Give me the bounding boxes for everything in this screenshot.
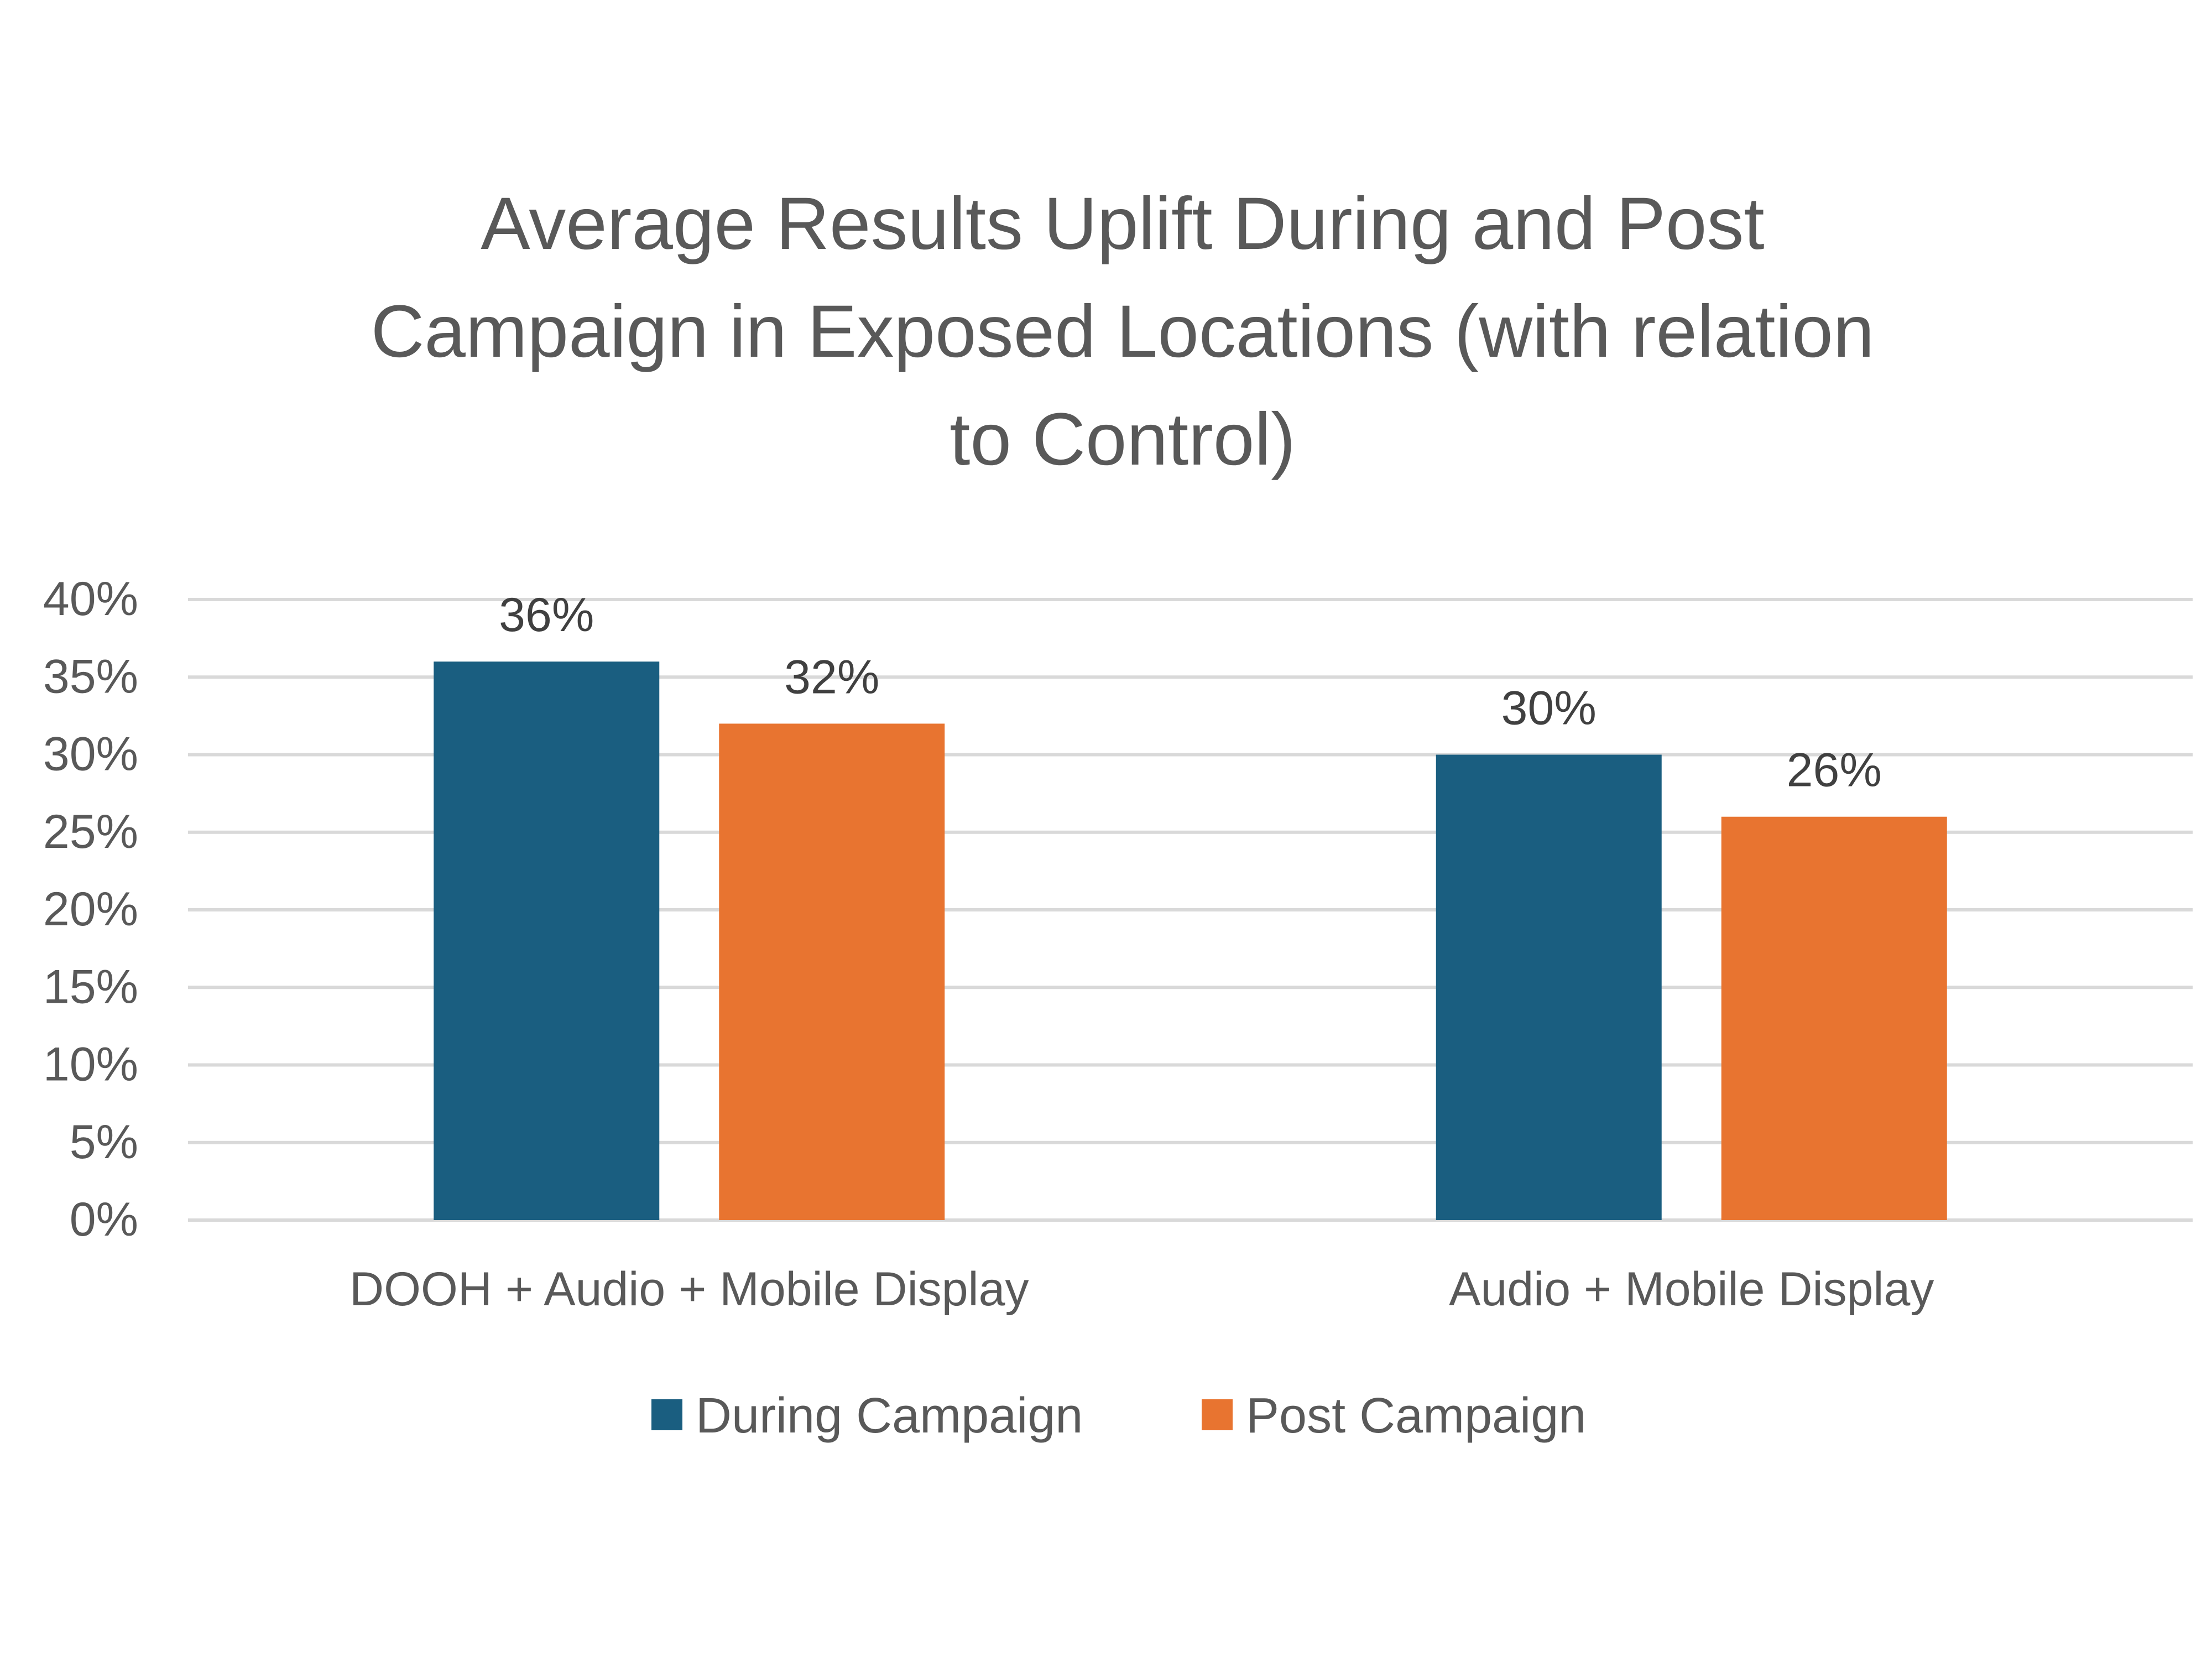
data-label: 30% — [1501, 682, 1597, 735]
bars — [434, 661, 1947, 1220]
data-labels: 36% 32% 30% 26% — [499, 588, 1882, 797]
y-tick-label: 35% — [43, 650, 138, 703]
x-category-label: DOOH + Audio + Mobile Display — [349, 1263, 1029, 1316]
chart-title-line: to Control) — [950, 398, 1296, 481]
chart-title-line: Campaign in Exposed Locations (with rela… — [371, 290, 1875, 373]
y-tick-label: 30% — [43, 728, 138, 781]
chart-title: Average Results Uplift During and Post Ca… — [371, 183, 1875, 481]
y-tick-label: 25% — [43, 805, 138, 858]
bar — [719, 723, 945, 1220]
bar — [1721, 816, 1947, 1220]
y-tick-label: 40% — [43, 572, 138, 626]
chart-title-line: Average Results Uplift During and Post — [481, 183, 1764, 265]
y-axis-tick-labels: 0% 5% 10% 15% 20% 25% 30% 35% 40% — [43, 572, 138, 1246]
legend-label: During Campaign — [696, 1388, 1083, 1444]
bar — [1436, 754, 1662, 1220]
y-tick-label: 10% — [43, 1038, 138, 1091]
legend-swatch — [651, 1399, 682, 1430]
data-label: 32% — [784, 650, 879, 704]
legend-label: Post Campaign — [1246, 1388, 1586, 1444]
bar — [434, 661, 660, 1220]
y-tick-label: 15% — [43, 960, 138, 1013]
data-label: 36% — [499, 588, 594, 642]
legend: During Campaign Post Campaign — [651, 1388, 1586, 1444]
x-axis-category-labels: DOOH + Audio + Mobile Display Audio + Mob… — [349, 1263, 1934, 1316]
y-tick-label: 20% — [43, 883, 138, 936]
y-tick-label: 0% — [70, 1193, 138, 1246]
legend-swatch — [1202, 1399, 1233, 1430]
y-tick-label: 5% — [70, 1116, 138, 1169]
data-label: 26% — [1787, 744, 1882, 797]
x-category-label: Audio + Mobile Display — [1449, 1263, 1934, 1316]
